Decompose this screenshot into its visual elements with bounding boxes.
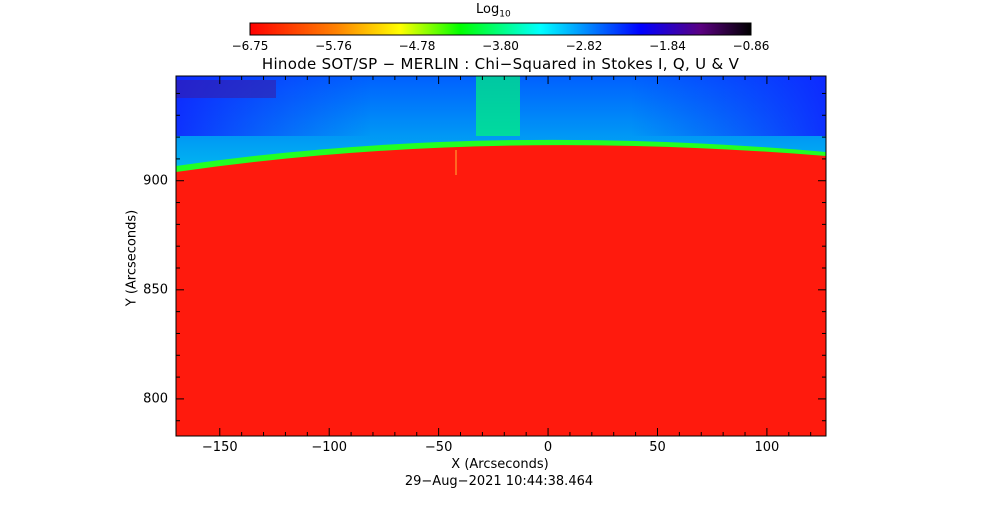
y-axis-label: Y (Arcseconds)	[124, 209, 140, 307]
colorbar-tick-label: −1.84	[649, 39, 686, 53]
y-tick-label: 850	[143, 282, 168, 298]
colorbar	[249, 22, 752, 36]
axis-ticks	[176, 76, 826, 436]
x-tick-label: −150	[201, 440, 238, 455]
colorbar-tick-label: −0.86	[732, 39, 770, 53]
colorbar-tick-label: −4.78	[398, 39, 436, 53]
x-tick-label: 50	[649, 440, 666, 455]
y-tick-label: 900	[143, 173, 168, 189]
colorbar-tick-label: −3.80	[482, 39, 519, 53]
x-tick-label: 100	[754, 440, 780, 455]
bright-stripe	[476, 76, 520, 136]
timestamp: 29−Aug−2021 10:44:38.464	[404, 474, 594, 489]
plot-frame	[175, 75, 827, 437]
colorbar-tick-label: −2.82	[565, 39, 603, 53]
plot-title: Hinode SOT/SP − MERLIN : Chi−Squared in …	[261, 55, 740, 73]
colorbar-title: Log10	[476, 2, 511, 20]
x-tick-label: −50	[424, 440, 453, 455]
x-tick-label: 0	[543, 440, 553, 455]
solar-disk	[176, 145, 826, 436]
x-tick-label: −100	[311, 440, 348, 455]
chi-squared-image	[176, 76, 826, 436]
y-tick-label: 800	[143, 391, 168, 407]
colorbar-tick-label: −5.76	[315, 39, 352, 53]
x-axis-label: X (Arcseconds)	[451, 457, 549, 472]
colorbar-tick-label: −6.75	[231, 39, 269, 53]
